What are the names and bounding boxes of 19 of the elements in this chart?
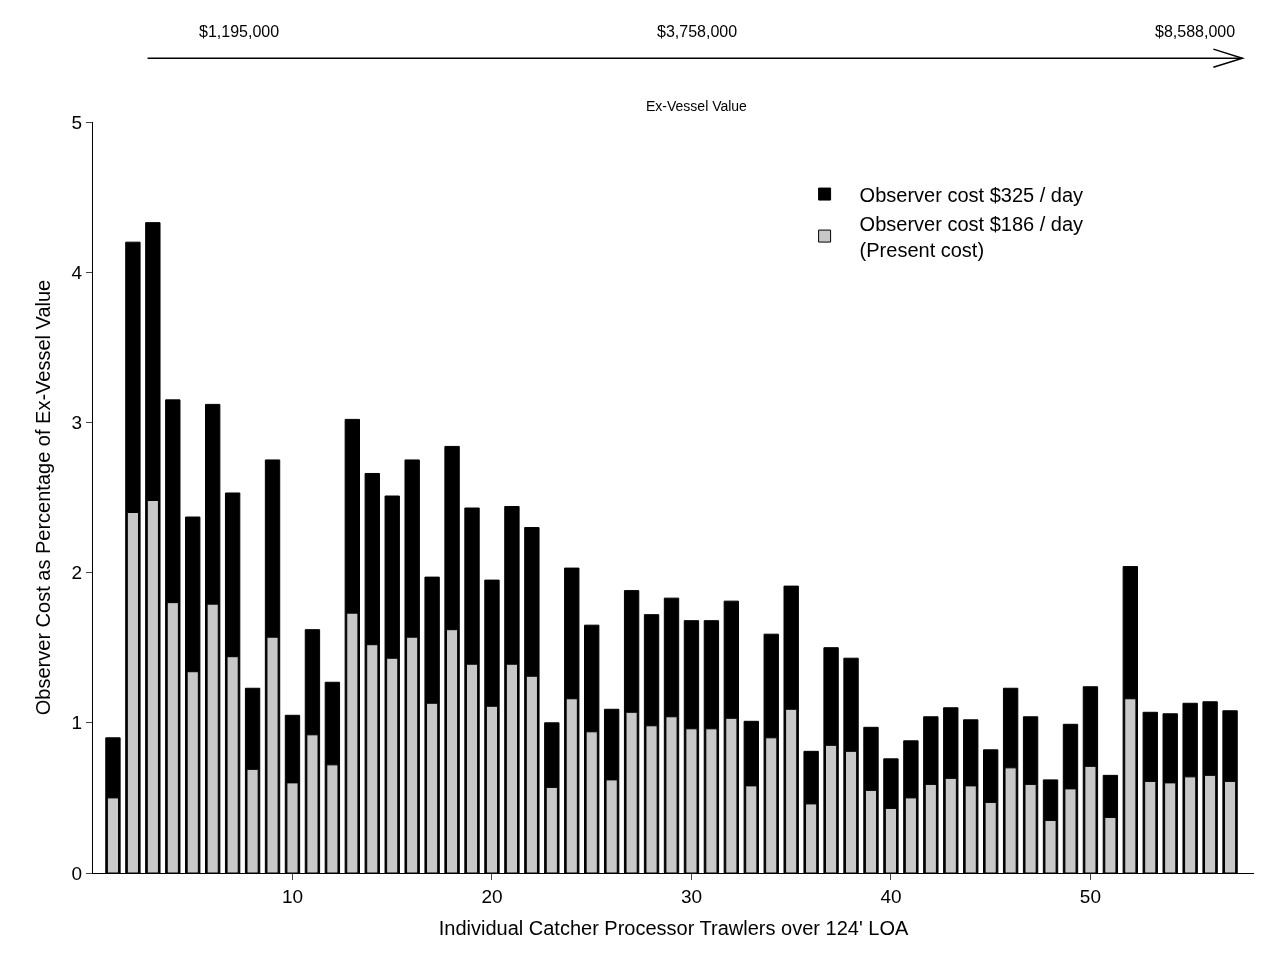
x-tick-label: 30	[680, 885, 703, 907]
text: $1,195,000	[199, 23, 280, 40]
y-axis-title: Observer Cost as Percentage of Ex-Vessel Value	[32, 279, 55, 716]
x-tick-label: 10	[281, 885, 304, 907]
x-tick-label: 40	[880, 885, 902, 907]
y-tick-label: 3	[71, 412, 83, 434]
y-tick-label: 2	[71, 562, 83, 584]
y-tick-label: 4	[71, 261, 83, 283]
text: $8,588,000	[1155, 23, 1236, 40]
x-axis-title: Individual Catcher Processor Trawlers over 124' LOA	[438, 917, 909, 940]
y-tick-label: 5	[71, 111, 83, 133]
text: Ex-Vessel Value	[646, 98, 748, 114]
legend-label: Observer cost $325 / day	[859, 183, 1084, 206]
y-tick-label: 0	[71, 862, 83, 884]
x-tick-label: 50	[1079, 885, 1101, 907]
y-tick-label: 1	[71, 712, 83, 734]
legend-label: Observer cost $186 / day (Present cost)	[859, 212, 1084, 261]
x-tick-label: 20	[481, 885, 503, 907]
text: $3,758,000	[657, 23, 738, 40]
